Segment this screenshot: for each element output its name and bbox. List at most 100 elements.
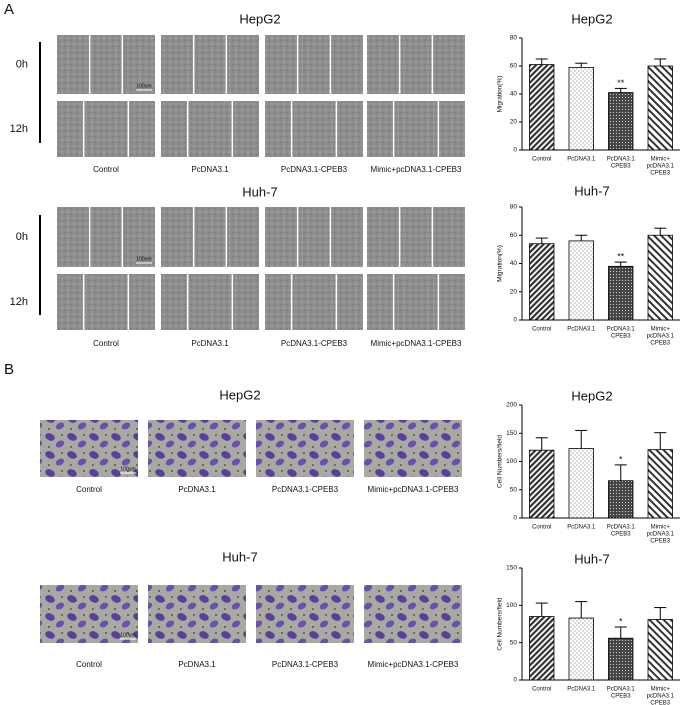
y-tick-label: 200 <box>506 402 517 409</box>
chart-title: Huh-7 <box>574 183 609 198</box>
y-tick-label: 60 <box>510 232 518 239</box>
micrograph <box>57 101 155 157</box>
y-tick-label: 50 <box>510 486 518 493</box>
x-tick-label: CPEB3 <box>611 164 631 170</box>
column-label: PcDNA3.1-CPEB3 <box>281 339 348 348</box>
significance-mark: ** <box>617 78 625 88</box>
column-label: Mimic+pcDNA3.1-CPEB3 <box>368 660 459 669</box>
x-tick-label: CPEB3 <box>611 694 631 700</box>
scale-bar-label: 100um <box>120 632 135 638</box>
column-label: Mimic+pcDNA3.1-CPEB3 <box>371 339 462 348</box>
x-tick-label: PcDNA3.1 <box>567 157 596 163</box>
column-label: PcDNA3.1-CPEB3 <box>281 165 348 174</box>
y-tick-label: 0 <box>513 147 517 154</box>
micrograph <box>364 585 462 643</box>
column-label: Mimic+pcDNA3.1-CPEB3 <box>368 485 459 494</box>
bar <box>608 480 634 519</box>
x-tick-label: Control <box>532 157 551 163</box>
micrograph <box>161 274 259 330</box>
y-axis-label: Migration(%) <box>497 76 504 113</box>
x-tick-label: pcDNA3.1 <box>647 164 675 170</box>
bar <box>647 619 673 681</box>
column-label: Mimic+pcDNA3.1-CPEB3 <box>371 165 462 174</box>
x-tick-label: Mimic+ <box>651 525 671 531</box>
micrograph <box>364 420 462 477</box>
micrograph <box>161 35 259 94</box>
x-tick-label: Mimic+ <box>651 157 671 163</box>
bar <box>647 449 673 519</box>
x-tick-label: PcDNA3.1 <box>567 687 596 693</box>
micrograph <box>367 274 465 330</box>
bar <box>529 64 555 151</box>
micrograph <box>161 207 259 267</box>
micrograph <box>265 35 363 94</box>
micrograph <box>265 101 363 157</box>
column-label: PcDNA3.1-CPEB3 <box>272 485 339 494</box>
micrograph <box>367 101 465 157</box>
x-tick-label: PcDNA3.1 <box>607 687 636 693</box>
row-label: 12h <box>10 296 28 308</box>
scale-bar-label: 100um <box>136 256 151 262</box>
group-title: Huh-7 <box>242 184 277 199</box>
column-label: PcDNA3.1 <box>178 485 216 494</box>
panel-label: A <box>4 1 14 18</box>
significance-mark: * <box>619 454 623 464</box>
y-tick-label: 20 <box>510 119 518 126</box>
x-tick-label: pcDNA3.1 <box>647 694 675 700</box>
y-tick-label: 100 <box>506 602 517 609</box>
x-tick-label: Control <box>532 525 551 531</box>
y-axis-label: Cell Numbers/field <box>497 435 504 488</box>
bar <box>647 234 673 321</box>
y-axis-label: Migration(%) <box>497 245 504 282</box>
x-tick-label: Mimic+ <box>651 687 671 693</box>
y-tick-label: 150 <box>506 565 517 572</box>
micrograph <box>367 35 465 94</box>
y-tick-label: 100 <box>506 458 517 465</box>
bar <box>529 449 555 519</box>
y-tick-label: 0 <box>513 317 517 324</box>
bar <box>529 616 555 681</box>
row-label: 0h <box>16 231 28 243</box>
x-tick-label: CPEB3 <box>650 701 670 705</box>
chart-title: Huh-7 <box>574 551 609 566</box>
column-label: PcDNA3.1 <box>191 339 229 348</box>
panel-label: B <box>4 361 14 378</box>
micrograph <box>148 420 246 477</box>
y-tick-label: 0 <box>513 677 517 684</box>
bar <box>608 92 634 151</box>
micrograph <box>57 274 155 330</box>
micrograph <box>57 207 155 267</box>
bar <box>608 637 634 681</box>
column-label: PcDNA3.1 <box>191 165 229 174</box>
x-tick-label: PcDNA3.1 <box>607 157 636 163</box>
micrograph <box>256 585 354 643</box>
bar <box>568 448 594 519</box>
micrograph <box>256 420 354 477</box>
significance-mark: ** <box>617 251 625 261</box>
x-tick-label: CPEB3 <box>650 539 670 545</box>
x-tick-label: pcDNA3.1 <box>647 532 675 538</box>
column-label: PcDNA3.1-CPEB3 <box>272 660 339 669</box>
column-label: Control <box>76 660 102 669</box>
y-tick-label: 150 <box>506 430 517 437</box>
y-tick-label: 0 <box>513 515 517 522</box>
x-tick-label: CPEB3 <box>611 532 631 538</box>
x-tick-label: PcDNA3.1 <box>567 525 596 531</box>
bar <box>568 617 594 681</box>
x-tick-label: PcDNA3.1 <box>567 327 596 333</box>
micrograph <box>40 420 138 477</box>
micrograph <box>161 101 259 157</box>
x-tick-label: CPEB3 <box>650 341 670 347</box>
bar <box>647 65 673 151</box>
y-tick-label: 20 <box>510 288 518 295</box>
y-tick-label: 50 <box>510 639 518 646</box>
x-tick-label: PcDNA3.1 <box>607 327 636 333</box>
scale-bar-label: 100um <box>136 83 151 89</box>
micrograph <box>367 207 465 267</box>
group-title: HepG2 <box>239 11 280 26</box>
x-tick-label: CPEB3 <box>611 334 631 340</box>
micrograph <box>265 207 363 267</box>
scale-bar-label: 100um <box>120 466 135 472</box>
row-label: 12h <box>10 123 28 135</box>
